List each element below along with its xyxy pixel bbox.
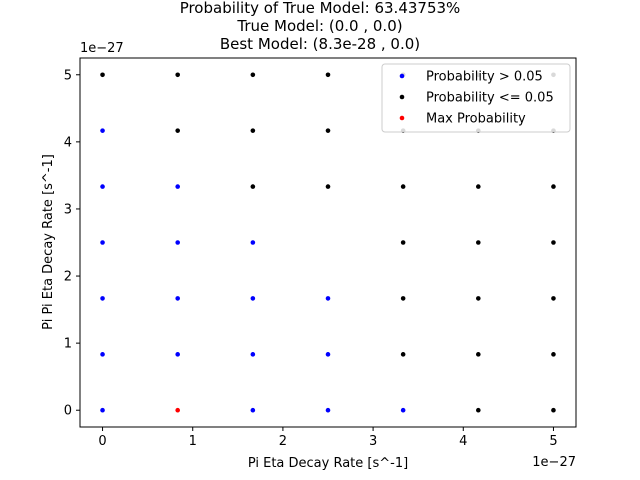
point-series-1 — [476, 240, 481, 245]
legend-marker — [399, 73, 405, 79]
point-series-0 — [100, 352, 105, 357]
y-tick-label: 0 — [64, 404, 72, 419]
chart-title-line-1: Probability of True Model: 63.43753% — [179, 0, 461, 17]
legend-box — [381, 63, 571, 133]
y-tick-label: 2 — [64, 270, 72, 285]
point-series-1 — [250, 184, 256, 189]
point-series-0 — [325, 296, 331, 301]
y-tick-label: 1 — [64, 337, 72, 352]
point-series-1 — [100, 72, 105, 78]
point-series-0 — [325, 407, 331, 413]
y-tick-label: 5 — [64, 68, 72, 83]
point-series-0 — [175, 296, 180, 301]
point-series-0 — [250, 296, 256, 301]
point-series-1 — [400, 240, 406, 245]
y-tick-label: 3 — [64, 202, 72, 217]
point-series-1 — [325, 184, 331, 189]
x-offset-label: 1e−27 — [532, 455, 576, 470]
plot-border — [79, 57, 577, 428]
point-series-1 — [551, 407, 556, 413]
point-series-0 — [100, 296, 105, 301]
point-series-0 — [250, 352, 256, 357]
legend-entry-label: Probability > 0.05 — [426, 70, 543, 85]
point-series-0 — [325, 352, 331, 357]
x-tick-label: 0 — [98, 434, 106, 449]
point-series-1 — [551, 352, 556, 357]
legend-entry-label: Probability <= 0.05 — [426, 91, 554, 106]
point-series-1 — [325, 128, 331, 133]
x-tick-label: 2 — [279, 434, 287, 449]
point-series-1 — [476, 184, 481, 189]
point-series-0 — [100, 184, 105, 189]
legend-entry-label: Max Probability — [426, 112, 526, 127]
legend-marker — [399, 94, 405, 100]
point-series-1 — [175, 128, 180, 133]
x-tick-label: 3 — [369, 434, 377, 449]
y-tick-label: 4 — [64, 135, 72, 150]
x-axis-label: Pi Eta Decay Rate [s^-1] — [248, 456, 408, 471]
legend-marker — [399, 115, 405, 121]
point-series-1 — [400, 296, 406, 301]
legend: Probability > 0.05 Probability <= 0.05 Max… — [381, 63, 571, 133]
point-series-1 — [551, 240, 556, 245]
point-series-0 — [250, 407, 256, 413]
point-series-0 — [100, 407, 105, 413]
point-series-1 — [476, 296, 481, 301]
x-tick-label: 1 — [189, 434, 197, 449]
point-series-0 — [400, 407, 406, 413]
x-tick-label: 4 — [459, 434, 467, 449]
point-series-0 — [175, 352, 180, 357]
y-offset-label: 1e−27 — [80, 41, 124, 56]
point-series-1 — [175, 72, 180, 78]
ticks-layer: 0 1 2 3 4 5 0 1 2 3 4 5 — [64, 68, 558, 449]
x-tick-label: 5 — [549, 434, 557, 449]
y-axis-label: Pi Pi Eta Decay Rate [s^-1] — [41, 154, 56, 330]
point-series-0 — [175, 184, 180, 189]
point-series-0 — [100, 240, 105, 245]
point-series-1 — [250, 128, 256, 133]
point-series-1 — [476, 352, 481, 357]
point-series-1 — [250, 72, 256, 78]
point-series-1 — [551, 296, 556, 301]
chart-title-line-3: Best Model: (8.3e-28 , 0.0) — [219, 35, 421, 53]
point-series-2 — [175, 407, 180, 413]
axes-frame — [79, 57, 577, 428]
point-series-0 — [175, 240, 180, 245]
point-series-0 — [100, 128, 105, 133]
point-series-1 — [325, 72, 331, 78]
chart-title-line-2: True Model: (0.0 , 0.0) — [237, 17, 403, 35]
point-series-1 — [551, 184, 556, 189]
point-series-1 — [400, 352, 406, 357]
point-series-1 — [476, 407, 481, 413]
point-series-1 — [400, 184, 406, 189]
point-series-0 — [250, 240, 256, 245]
